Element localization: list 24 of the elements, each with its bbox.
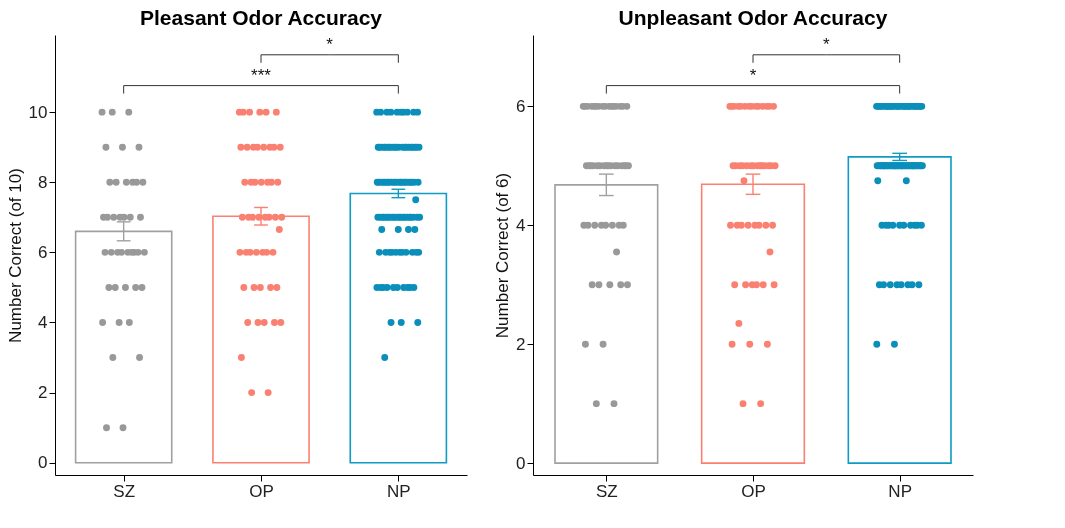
annotation: *** <box>251 65 272 85</box>
y-tick-label: 4 <box>516 215 526 235</box>
x-tick-label: OP <box>249 481 274 501</box>
y-tick-label: 0 <box>38 453 48 473</box>
annotation: * <box>749 65 757 85</box>
y-tick-label: 4 <box>38 312 48 332</box>
chart-title: Pleasant Odor Accuracy <box>140 6 383 29</box>
chart-title: Unpleasant Odor Accuracy <box>618 6 888 29</box>
x-tick-label: NP <box>387 481 411 501</box>
y-tick-label: 6 <box>38 242 48 262</box>
annotation: * <box>326 34 334 54</box>
annotation: * <box>823 34 831 54</box>
y-tick-label: 8 <box>38 172 48 192</box>
y-tick-label: 2 <box>516 334 526 354</box>
y-tick-label: 6 <box>516 96 526 116</box>
y-axis-title: Number Correct (of 10) <box>5 168 25 343</box>
x-tick-label: SZ <box>595 481 618 501</box>
y-tick-label: 0 <box>516 453 526 473</box>
x-tick-label: SZ <box>113 481 136 501</box>
y-tick-label: 10 <box>28 102 48 122</box>
x-tick-label: OP <box>741 481 766 501</box>
y-axis-title: Number Correct (of 6) <box>493 172 513 339</box>
y-tick-label: 2 <box>38 383 48 403</box>
x-tick-label: NP <box>888 481 912 501</box>
